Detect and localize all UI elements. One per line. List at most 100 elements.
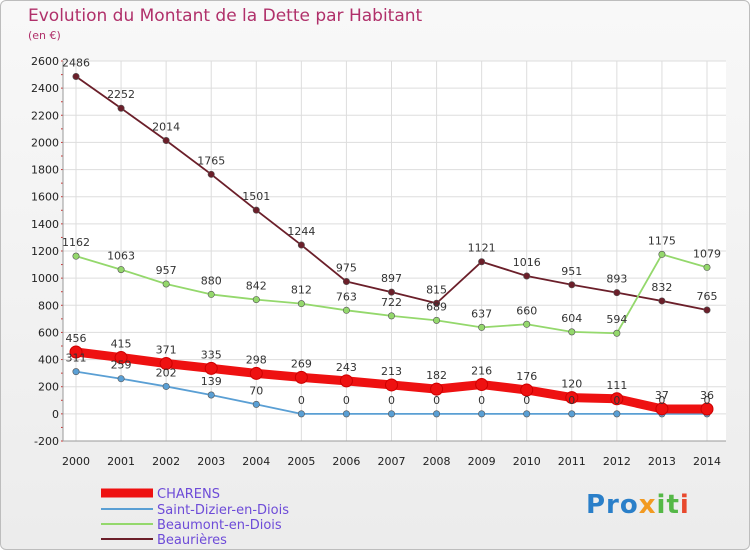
data-label: 722 (381, 296, 402, 309)
data-point (523, 272, 531, 280)
data-label: 1162 (62, 236, 90, 249)
data-label: 311 (66, 352, 87, 365)
data-label: 660 (516, 304, 537, 317)
data-point (385, 378, 398, 392)
y-tick-label: 1000 (31, 272, 59, 285)
data-label: 957 (156, 264, 177, 277)
data-label: 0 (704, 394, 711, 407)
x-tick-label: 2014 (693, 455, 721, 468)
data-label: 0 (298, 394, 305, 407)
data-label: 832 (651, 281, 672, 294)
data-point (703, 306, 711, 314)
data-label: 0 (658, 394, 665, 407)
data-point (342, 410, 350, 418)
data-label: 243 (336, 361, 357, 374)
data-point (294, 370, 308, 384)
x-tick-label: 2009 (468, 455, 496, 468)
data-point (478, 410, 486, 418)
data-label: 120 (561, 378, 582, 391)
legend-label: Beaumont-en-Diois (157, 518, 282, 533)
data-label: 0 (478, 394, 485, 407)
data-label: 604 (561, 312, 582, 325)
y-tick-label: 2400 (31, 82, 59, 95)
legend-label: Saint-Dizier-en-Diois (157, 503, 289, 518)
data-label: 415 (111, 338, 132, 351)
series-2 (72, 250, 711, 337)
data-point (117, 375, 125, 383)
data-point (252, 400, 260, 408)
data-point (117, 266, 125, 274)
data-point (252, 206, 260, 214)
data-label: 765 (697, 290, 718, 303)
x-tick-label: 2005 (287, 455, 315, 468)
data-point (430, 382, 444, 396)
data-label: 36 (700, 389, 714, 402)
data-point (207, 170, 215, 178)
data-label: 182 (426, 369, 447, 382)
data-point (568, 328, 576, 336)
x-tick-label: 2001 (107, 455, 135, 468)
legend-label: Beaurières (157, 533, 227, 548)
data-point (523, 320, 531, 328)
data-label: 0 (568, 394, 575, 407)
data-label: 1175 (648, 234, 676, 247)
data-point (523, 410, 531, 418)
data-label: 37 (655, 389, 669, 402)
y-tick-label: 1800 (31, 164, 59, 177)
data-point (72, 368, 80, 376)
data-point (339, 374, 353, 388)
data-point (433, 316, 441, 324)
data-label: 0 (433, 394, 440, 407)
data-point (249, 366, 263, 380)
y-tick-label: 600 (38, 326, 59, 339)
data-label: 893 (606, 273, 627, 286)
x-tick-label: 2007 (378, 455, 406, 468)
data-label: 1244 (287, 225, 315, 238)
data-label: 298 (246, 353, 267, 366)
data-point (162, 382, 170, 390)
data-label: 815 (426, 283, 447, 296)
data-label: 812 (291, 284, 312, 297)
data-label: 975 (336, 262, 357, 275)
data-label: 2014 (152, 121, 180, 134)
data-label: 2486 (62, 56, 90, 69)
series-3 (72, 72, 711, 314)
data-point (297, 300, 305, 308)
data-label: 0 (388, 394, 395, 407)
data-label: 139 (201, 375, 222, 388)
x-tick-label: 2013 (648, 455, 676, 468)
data-point (478, 258, 486, 266)
series-0 (69, 345, 714, 416)
data-label: 594 (606, 313, 627, 326)
data-point (613, 329, 621, 337)
data-label: 371 (156, 344, 177, 357)
data-point (433, 299, 441, 307)
x-tick-label: 2012 (603, 455, 631, 468)
data-label: 1016 (513, 256, 541, 269)
x-tick-label: 2011 (558, 455, 586, 468)
data-label: 897 (381, 272, 402, 285)
data-point (478, 323, 486, 331)
data-label: 70 (249, 384, 263, 397)
data-point (159, 357, 173, 371)
data-point (297, 241, 305, 249)
data-label: 202 (156, 366, 177, 379)
x-tick-label: 2002 (152, 455, 180, 468)
data-label: 335 (201, 348, 222, 361)
y-tick-label: 1600 (31, 191, 59, 204)
data-point (69, 345, 83, 359)
data-point (658, 250, 666, 258)
data-label: 1501 (242, 190, 270, 203)
data-point (703, 263, 711, 271)
y-tick-label: 200 (38, 381, 59, 394)
data-point (72, 252, 80, 260)
legend-label: CHARENS (157, 487, 220, 502)
data-label: 111 (606, 379, 627, 392)
data-point (433, 410, 441, 418)
data-point (565, 391, 579, 405)
data-label: 0 (523, 394, 530, 407)
data-label: 689 (426, 300, 447, 313)
unit-label: (en €) (28, 29, 61, 42)
data-label: 842 (246, 280, 267, 293)
